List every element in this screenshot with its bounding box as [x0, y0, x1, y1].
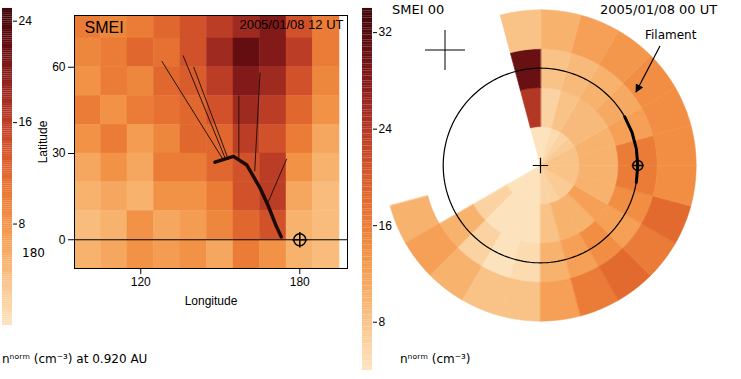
html-text:nⁿᵒʳᵐ (cm⁻³) at 0.920 AU: nⁿᵒʳᵐ (cm⁻³) at 0.920 AU [2, 352, 148, 366]
svg-text:16: 16 [379, 219, 393, 233]
html-text:2005/01/08 00 UT: 2005/01/08 00 UT [600, 2, 718, 17]
svg-text:32: 32 [379, 25, 393, 39]
svg-text:2005/01/08 12 UT: 2005/01/08 12 UT [239, 17, 343, 32]
svg-text:8: 8 [379, 315, 386, 329]
svg-text:Latitude: Latitude [36, 120, 50, 163]
svg-text:SMEI: SMEI [85, 19, 124, 36]
html-text:180: 180 [22, 246, 45, 260]
svg-text:30: 30 [52, 146, 66, 160]
html-text:Filament: Filament [645, 28, 697, 42]
svg-text:8: 8 [19, 217, 26, 231]
svg-text:60: 60 [52, 60, 66, 74]
svg-text:16: 16 [19, 115, 33, 129]
svg-text:120: 120 [131, 275, 151, 289]
svg-text:Longitude: Longitude [185, 294, 238, 308]
svg-text:180: 180 [290, 275, 310, 289]
html-text:SMEI 00: SMEI 00 [392, 2, 445, 17]
svg-text:24: 24 [379, 122, 393, 136]
svg-text:24: 24 [19, 14, 33, 28]
html-text:nⁿᵒʳᵐ (cm⁻³): nⁿᵒʳᵐ (cm⁻³) [400, 352, 471, 366]
svg-text:0: 0 [59, 233, 66, 247]
